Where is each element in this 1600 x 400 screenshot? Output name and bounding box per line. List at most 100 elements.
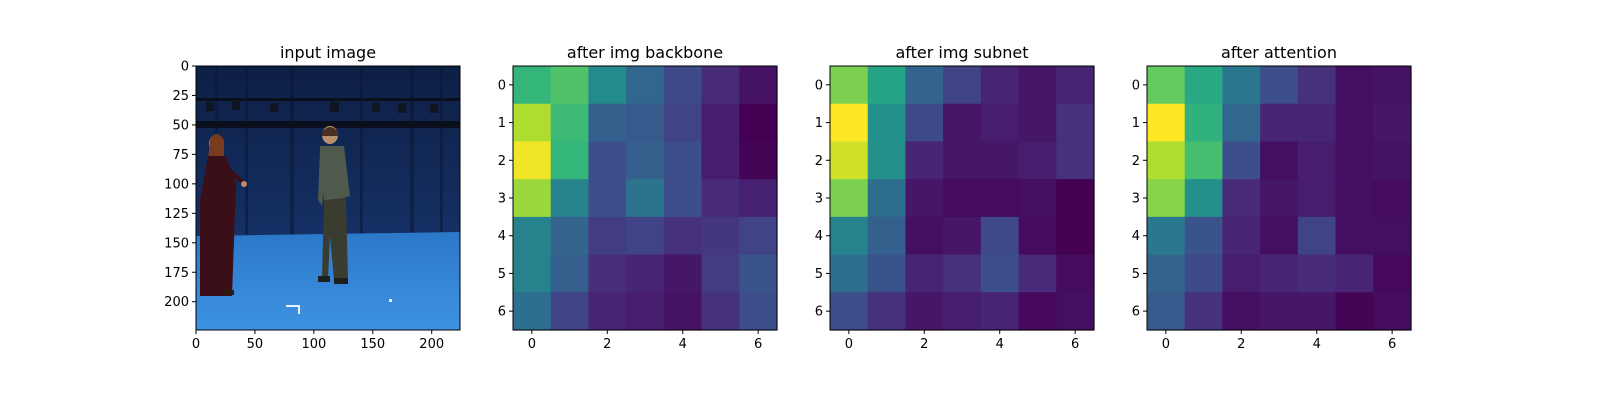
heatmap-cell <box>739 103 778 143</box>
x-tick-label: 2 <box>920 337 928 352</box>
heatmap-cell <box>905 103 944 143</box>
heatmap-cell <box>701 103 740 143</box>
heatmap-cell <box>830 254 869 293</box>
heatmap-cell <box>626 254 665 293</box>
heatmap-cell <box>588 179 627 218</box>
heatmap-cell <box>1260 141 1299 180</box>
y-tick-label: 4 <box>498 229 506 244</box>
heatmap-cell <box>905 216 944 256</box>
heatmap-cell <box>588 216 627 256</box>
input-photo <box>196 66 460 330</box>
heatmap-cell <box>739 292 778 331</box>
panel-title: after attention <box>1221 43 1337 62</box>
x-tick-label: 6 <box>1388 337 1396 352</box>
heatmap-cell <box>1184 103 1224 143</box>
heatmap-cell <box>513 254 552 293</box>
heatmap-cell <box>1222 66 1261 105</box>
heatmap-cell <box>626 292 665 331</box>
heatmap-cell <box>867 292 907 331</box>
heatmap-cell <box>1335 179 1374 218</box>
heatmap-cell <box>1222 292 1261 331</box>
y-tick-label: 1 <box>815 116 823 131</box>
heatmap-cell <box>663 292 703 331</box>
heatmap-cell <box>1260 254 1299 293</box>
heatmap-cell <box>701 292 740 331</box>
heatmap-cell <box>1056 216 1095 256</box>
heatmap-cell <box>701 141 740 180</box>
heatmap-cell <box>1018 216 1057 256</box>
y-tick-label: 1 <box>1132 116 1140 131</box>
heatmap-cell <box>1018 254 1057 293</box>
heatmap-cell <box>1018 66 1057 105</box>
heatmap-cell <box>588 141 627 180</box>
heatmap-cell <box>867 103 907 143</box>
heatmap-cell <box>943 103 982 143</box>
heatmap-cell <box>588 103 627 143</box>
heatmap-cell <box>1297 216 1337 256</box>
y-tick-label: 4 <box>1132 229 1140 244</box>
heatmap-cell <box>943 179 982 218</box>
heatmap-cell <box>626 216 665 256</box>
heatmap-cell <box>943 141 982 180</box>
heatmap-cell <box>1297 141 1337 180</box>
heatmap-cell <box>626 179 665 218</box>
heatmap-cell <box>943 66 982 105</box>
heatmap-cell <box>1184 179 1224 218</box>
heatmap-cell <box>513 103 552 143</box>
y-tick-label: 6 <box>498 305 506 320</box>
heatmap-cell <box>701 254 740 293</box>
heatmap-cell <box>663 216 703 256</box>
heatmap-cell <box>1018 292 1057 331</box>
heatmap-cell <box>905 141 944 180</box>
heatmap-cell <box>1222 141 1261 180</box>
heatmap-cell <box>1260 179 1299 218</box>
heatmap-cell <box>739 66 778 105</box>
heatmap-cell <box>1373 66 1412 105</box>
heatmap-cell <box>1222 254 1261 293</box>
heatmap-cell <box>701 179 740 218</box>
heatmap-cell <box>830 66 869 105</box>
heatmap-cell <box>663 254 703 293</box>
heatmap-cell <box>980 103 1020 143</box>
x-tick-label: 0 <box>192 337 200 352</box>
panel-after-attention: after attention 0 2 4 6 0 1 2 3 4 5 6 <box>1132 43 1412 352</box>
heatmap-cell <box>1335 141 1374 180</box>
heatmap-cell <box>830 179 869 218</box>
y-tick-label: 75 <box>172 148 189 163</box>
heatmap-cell <box>550 179 590 218</box>
y-tick-label: 0 <box>1132 78 1140 93</box>
y-tick-label: 175 <box>164 266 189 281</box>
x-tick-label: 0 <box>845 337 853 352</box>
y-tick-label: 4 <box>815 229 823 244</box>
heatmap-cell <box>1260 292 1299 331</box>
heatmap-cell <box>588 66 627 105</box>
heatmap-cell <box>1147 66 1186 105</box>
heatmap-cell <box>663 141 703 180</box>
y-tick-label: 2 <box>498 154 506 169</box>
y-tick-label: 3 <box>498 192 506 207</box>
heatmap-cell <box>663 103 703 143</box>
heatmap-cell <box>943 292 982 331</box>
heatmap-cell <box>1335 216 1374 256</box>
heatmap-cell <box>1184 141 1224 180</box>
y-tick-label: 5 <box>815 267 823 282</box>
y-tick-label: 25 <box>172 89 189 104</box>
heatmap-cell <box>739 254 778 293</box>
y-tick-label: 2 <box>1132 154 1140 169</box>
x-tick-label: 2 <box>1237 337 1245 352</box>
heatmap-cell <box>513 292 552 331</box>
heatmap-cell <box>830 216 869 256</box>
heatmap-cell <box>513 66 552 105</box>
panel-after-img-backbone: after img backbone 0 2 4 6 0 1 2 3 4 5 6 <box>498 43 778 352</box>
heatmap-cell <box>867 216 907 256</box>
heatmap-cell <box>550 254 590 293</box>
panel-after-img-subnet: after img subnet 0 2 4 6 0 1 2 3 4 5 6 <box>815 43 1095 352</box>
heatmap-cell <box>513 179 552 218</box>
heatmap-cell <box>1373 141 1412 180</box>
heatmap-cell <box>1056 141 1095 180</box>
heatmap-cell <box>943 254 982 293</box>
heatmap-cell <box>550 292 590 331</box>
heatmap-cell <box>905 66 944 105</box>
heatmap-cell <box>550 66 590 105</box>
heatmap-cell <box>550 141 590 180</box>
